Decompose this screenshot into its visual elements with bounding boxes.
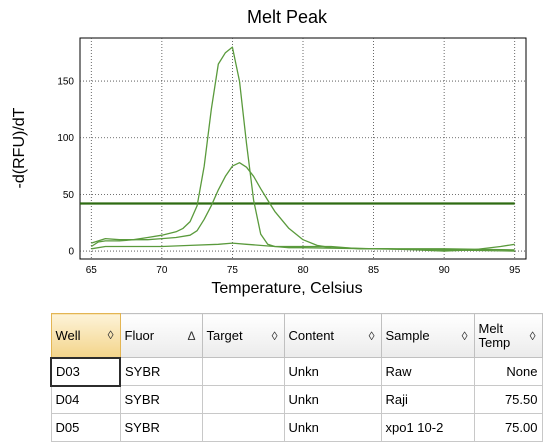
column-header-label: Melt Temp — [478, 320, 511, 350]
cell-content[interactable]: Unkn — [283, 385, 382, 414]
y-axis-label: -d(RFU)/dT — [11, 107, 28, 188]
melt-peak-chart: Melt Peak 65 70 75 80 85 90 95 0 50 100 150 Tempe… — [11, 7, 527, 297]
table-header-row: Well ◊ Fluor Δ Target ◊ Content ◊ Sample… — [50, 313, 543, 358]
x-axis-label: Temperature, Celsius — [211, 280, 362, 297]
cell-sample[interactable]: xpo1 10-2 — [380, 413, 475, 442]
cell-target[interactable] — [201, 413, 285, 442]
cell-well[interactable]: D05 — [50, 413, 121, 442]
cell-sample[interactable]: Raw — [380, 357, 475, 386]
x-tick-label: 85 — [368, 265, 380, 276]
cell-well[interactable]: D04 — [50, 385, 121, 414]
series-layer — [90, 46, 515, 252]
x-tick-label: 80 — [297, 265, 309, 276]
column-header-melt-temp[interactable]: Melt Temp ◊ — [473, 313, 543, 358]
x-tick-label: 70 — [156, 265, 168, 276]
x-tick-label: 75 — [227, 265, 239, 276]
sort-diamond-icon[interactable]: ◊ — [529, 328, 536, 343]
sort-diamond-icon[interactable]: ◊ — [461, 328, 468, 343]
cell-melt-temp[interactable]: None — [473, 357, 543, 386]
column-header-label: Fluor — [124, 328, 155, 344]
cell-fluor[interactable]: SYBR — [119, 385, 203, 414]
melt-curve-3 — [91, 242, 515, 252]
table-row[interactable]: D05 SYBR Unkn xpo1 10-2 75.00 — [50, 413, 543, 442]
cell-target[interactable] — [201, 385, 285, 414]
melt-curve-1 — [90, 46, 515, 251]
cell-target[interactable] — [201, 357, 285, 386]
x-axis-ticks: 65 70 75 80 85 90 95 — [86, 265, 521, 276]
gridlines — [80, 38, 526, 259]
column-header-well[interactable]: Well ◊ — [50, 313, 121, 358]
y-tick-label: 50 — [63, 190, 75, 201]
column-header-label: Sample — [385, 328, 430, 344]
results-table: Well ◊ Fluor Δ Target ◊ Content ◊ Sample… — [50, 313, 543, 442]
column-header-sample[interactable]: Sample ◊ — [380, 313, 475, 358]
table-row[interactable]: D04 SYBR Unkn Raji 75.50 — [50, 385, 543, 414]
plot-area — [79, 37, 527, 260]
cell-fluor[interactable]: SYBR — [119, 357, 203, 386]
column-header-label: Content — [288, 328, 335, 344]
sort-ascending-icon[interactable]: Δ — [187, 328, 196, 343]
cell-content[interactable]: Unkn — [283, 357, 382, 386]
x-tick-label: 95 — [509, 265, 521, 276]
column-header-label: Well — [55, 328, 81, 344]
chart-title: Melt Peak — [247, 7, 328, 27]
column-header-content[interactable]: Content ◊ — [283, 313, 382, 358]
sort-diamond-icon[interactable]: ◊ — [368, 328, 375, 343]
cell-melt-temp[interactable]: 75.50 — [473, 385, 543, 414]
cell-sample[interactable]: Raji — [380, 385, 475, 414]
x-tick-label: 65 — [86, 265, 98, 276]
cell-melt-temp[interactable]: 75.00 — [473, 413, 543, 442]
cell-fluor[interactable]: SYBR — [119, 413, 203, 442]
sort-diamond-icon[interactable]: ◊ — [107, 328, 114, 343]
column-header-target[interactable]: Target ◊ — [201, 313, 285, 358]
sort-diamond-icon[interactable]: ◊ — [271, 328, 278, 343]
y-tick-label: 100 — [57, 133, 74, 144]
y-tick-label: 0 — [68, 247, 74, 258]
y-axis-ticks: 0 50 100 150 — [57, 77, 74, 258]
table-row[interactable]: D03 SYBR Unkn Raw None — [50, 356, 543, 387]
cell-well[interactable]: D03 — [50, 356, 121, 387]
melt-curve-2 — [91, 162, 515, 252]
x-tick-label: 90 — [439, 265, 451, 276]
cell-content[interactable]: Unkn — [283, 413, 382, 442]
column-header-fluor[interactable]: Fluor Δ — [119, 313, 203, 358]
column-header-label: Target — [206, 328, 243, 344]
y-tick-label: 150 — [57, 77, 74, 88]
